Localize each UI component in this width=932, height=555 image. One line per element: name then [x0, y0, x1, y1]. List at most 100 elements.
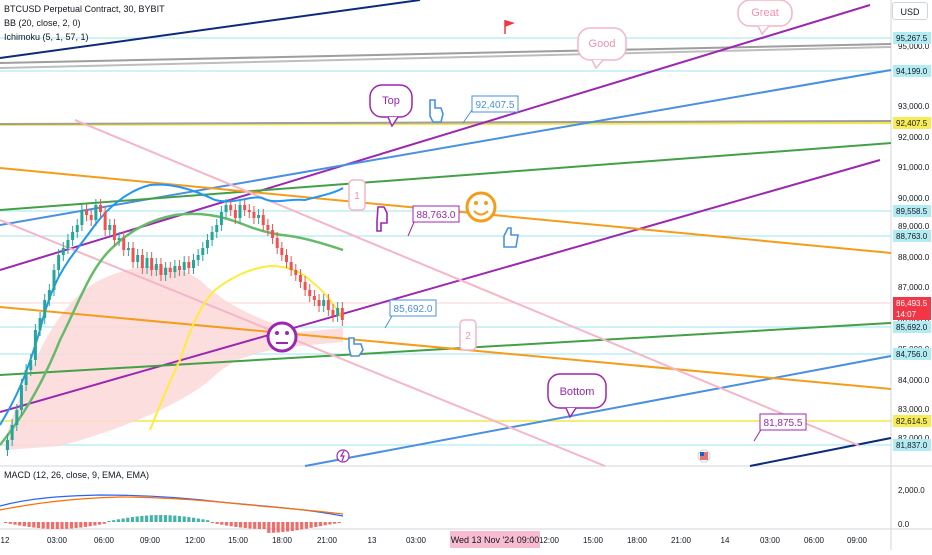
macd-legend[interactable]: MACD (12, 26, close, 9, EMA, EMA): [4, 470, 150, 480]
price-label-81875[interactable]: 81,875.5: [753, 413, 807, 442]
macd-tick: 2,000.0: [898, 486, 925, 495]
macd-bar: [22, 522, 26, 527]
currency-button[interactable]: USD: [892, 2, 928, 20]
blue-trendline-lower: [304, 355, 892, 467]
macd-bar: [140, 515, 144, 522]
svg-text:2: 2: [465, 331, 471, 342]
macd-bar: [102, 522, 106, 524]
price-badge: 81,837.0: [893, 439, 931, 451]
macd-bar: [234, 522, 238, 527]
time-cursor-label: Wed 13 Nov '24 09:00: [450, 531, 540, 548]
neutral-face-icon[interactable]: [266, 321, 298, 353]
candle-body: [261, 215, 265, 225]
candle-body: [247, 210, 251, 212]
candle-body: [19, 385, 23, 410]
macd-bar: [248, 522, 252, 529]
macd-bar: [130, 517, 135, 522]
candle-body: [85, 210, 89, 215]
candle-body: [47, 290, 51, 300]
macd-bar: [116, 519, 120, 522]
smiley-icon[interactable]: [465, 191, 497, 223]
wave-label-1[interactable]: 1: [348, 179, 366, 211]
candle-body: [24, 370, 28, 385]
gray-trendline-1: [0, 43, 892, 64]
price-tick: 83,000.0: [898, 405, 930, 414]
macd-bar: [201, 519, 205, 522]
us-flag-icon[interactable]: [697, 449, 711, 463]
purple-channel-lower: [0, 159, 881, 413]
candle-body: [280, 248, 284, 255]
candle-body: [275, 238, 279, 248]
candle-body: [112, 225, 116, 240]
bb-legend[interactable]: BB (20, close, 2, 0): [4, 18, 81, 28]
yellow-level-line-top[interactable]: [0, 122, 892, 126]
symbol-legend[interactable]: BTCUSD Perpetual Contract, 30, BYBIT: [4, 4, 165, 14]
annotation-top[interactable]: Top: [369, 84, 413, 128]
price-tick: 82,000.0: [898, 434, 930, 443]
svg-text:84,756.0: 84,756.0: [896, 350, 928, 359]
macd-bar: [281, 522, 285, 533]
wave-label-2[interactable]: 2: [459, 319, 477, 351]
macd-bar: [8, 522, 12, 524]
macd-bar: [93, 522, 97, 526]
svg-text:85,692.0: 85,692.0: [394, 304, 433, 315]
macd-bar: [36, 522, 41, 529]
candle-body: [289, 262, 293, 270]
time-tick: 21:00: [317, 536, 338, 545]
time-tick: 12:00: [185, 536, 206, 545]
time-tick: 03:00: [760, 536, 781, 545]
macd-bar: [83, 522, 88, 527]
candle-body: [80, 210, 84, 225]
price-badge: 85,692.0: [893, 321, 931, 333]
candle-body: [103, 212, 107, 230]
pointing-hand-icon[interactable]: [348, 337, 364, 357]
candle-body: [238, 205, 242, 218]
time-tick: 13: [368, 536, 377, 545]
macd-bar: [337, 522, 341, 524]
time-tick: 09:00: [140, 536, 161, 545]
candle-body: [117, 238, 121, 240]
macd-bar: [163, 515, 167, 522]
macd-bar: [149, 515, 153, 522]
candle-body: [340, 308, 344, 320]
macd-bar: [253, 522, 257, 529]
price-label-92407[interactable]: 92,407.5: [462, 95, 519, 124]
lightning-icon[interactable]: [336, 449, 350, 463]
macd-bar: [18, 522, 22, 526]
annotation-bottom[interactable]: Bottom: [547, 373, 607, 419]
annotation-great[interactable]: Great: [737, 0, 793, 36]
candlestick-series[interactable]: [6, 199, 344, 456]
svg-text:89,558.5: 89,558.5: [896, 207, 928, 216]
price-tick: 92,000.0: [898, 133, 930, 142]
flag-icon[interactable]: [504, 20, 515, 34]
candle-body: [322, 300, 326, 306]
annotation-good[interactable]: Good: [577, 27, 627, 70]
gray-trendline-2: [0, 46, 892, 69]
time-tick: 06:00: [804, 536, 825, 545]
candle-body: [298, 275, 302, 282]
price-label-88763[interactable]: 88,763.0: [407, 205, 460, 237]
svg-text:81,837.0: 81,837.0: [896, 441, 928, 450]
time-tick: 18:00: [627, 536, 648, 545]
candle-body: [266, 225, 270, 230]
time-tick: 03:00: [47, 536, 68, 545]
pointing-hand-icon[interactable]: [376, 206, 388, 232]
gray-trendline-3: [0, 120, 892, 125]
candle-body: [205, 240, 209, 248]
svg-text:14:07: 14:07: [896, 310, 917, 319]
orange-trendline-lower: [0, 306, 892, 390]
candle-body: [224, 205, 228, 212]
price-label-85692[interactable]: 85,692.0: [384, 299, 437, 329]
trend-lines[interactable]: [0, 0, 892, 467]
macd-bar: [229, 522, 233, 527]
price-tick: 89,000.0: [898, 222, 930, 231]
ichimoku-cloud: [5, 265, 343, 450]
macd-bar: [286, 522, 290, 532]
thumbs-up-icon[interactable]: [503, 227, 519, 248]
time-tick: 03:00: [406, 536, 427, 545]
macd-bar: [69, 522, 73, 529]
ichimoku-legend[interactable]: Ichimoku (5, 1, 57, 1): [4, 32, 89, 42]
pointing-hand-icon[interactable]: [429, 99, 444, 123]
